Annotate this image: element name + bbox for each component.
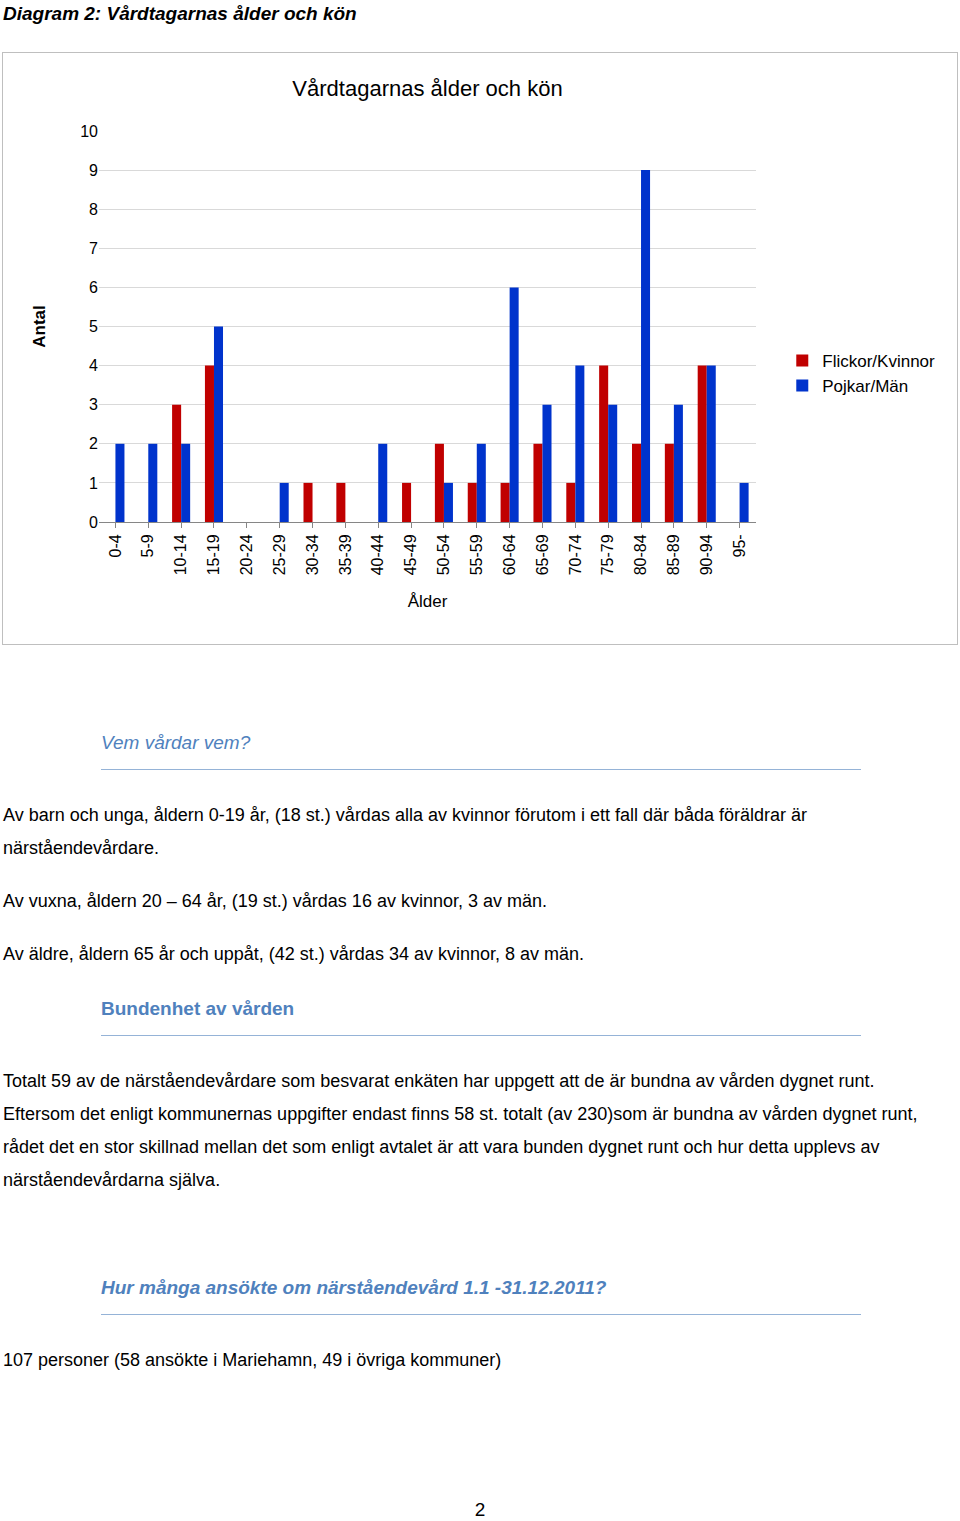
svg-text:0-4: 0-4 (107, 534, 124, 557)
svg-text:Flickor/Kvinnor: Flickor/Kvinnor (822, 352, 935, 371)
svg-text:60-64: 60-64 (501, 534, 518, 575)
svg-text:35-39: 35-39 (337, 534, 354, 575)
html-text:Diagram 2: Vårdtagarnas ålder: Diagram 2: Vårdtagarnas ålder och kön (3, 3, 357, 24)
html-text:Hur många ansökte om närståend: Hur många ansökte om närståendevård 1.1 … (101, 1277, 607, 1298)
svg-text:2: 2 (89, 435, 98, 452)
svg-text:9: 9 (89, 162, 98, 179)
svg-text:80-84: 80-84 (632, 534, 649, 575)
svg-text:10: 10 (80, 123, 98, 140)
html-text:Bundenhet av vården: Bundenhet av vården (101, 998, 295, 1019)
svg-text:45-49: 45-49 (402, 534, 419, 575)
svg-text:55-59: 55-59 (468, 534, 485, 575)
svg-text:85-89: 85-89 (665, 534, 682, 575)
svg-text:40-44: 40-44 (369, 534, 386, 575)
svg-text:25-29: 25-29 (271, 534, 288, 575)
html-text:107 personer (58 ansökte i Mar: 107 personer (58 ansökte i Mariehamn, 49… (3, 1350, 502, 1370)
svg-text:5: 5 (89, 318, 98, 335)
svg-text:50-54: 50-54 (435, 534, 452, 575)
svg-text:70-74: 70-74 (567, 534, 584, 575)
svg-text:Vårdtagarnas ålder och kön: Vårdtagarnas ålder och kön (292, 76, 562, 101)
svg-text:6: 6 (89, 279, 98, 296)
svg-text:Pojkar/Män: Pojkar/Män (822, 377, 908, 396)
svg-text:1: 1 (89, 475, 98, 492)
svg-text:65-69: 65-69 (534, 534, 551, 575)
svg-text:15-19: 15-19 (205, 534, 222, 575)
svg-text:20-24: 20-24 (238, 534, 255, 575)
html-text:2: 2 (474, 1499, 486, 1520)
svg-text:90-94: 90-94 (698, 534, 715, 575)
html-text:Av äldre, åldern 65 år och upp: Av äldre, åldern 65 år och uppåt, (42 st… (3, 944, 584, 964)
svg-text:7: 7 (89, 240, 98, 257)
svg-text:3: 3 (89, 396, 98, 413)
svg-text:4: 4 (89, 357, 98, 374)
svg-text:30-34: 30-34 (304, 534, 321, 575)
svg-text:95-: 95- (731, 534, 748, 557)
svg-text:Antal: Antal (30, 305, 49, 348)
svg-text:8: 8 (89, 201, 98, 218)
svg-text:Ålder: Ålder (408, 592, 448, 611)
html-text:Av vuxna, åldern 20 – 64 år, (: Av vuxna, åldern 20 – 64 år, (19 st.) vå… (3, 891, 547, 911)
html-text:Totalt 59 av de närståendevård: Totalt 59 av de närståendevårdare som be… (3, 1071, 918, 1190)
html-text:Vem vårdar vem?: Vem vårdar vem? (101, 732, 251, 753)
svg-text:0: 0 (89, 514, 98, 531)
svg-text:5-9: 5-9 (139, 534, 156, 557)
html-text:Av barn och unga, åldern 0-19: Av barn och unga, åldern 0-19 år, (18 st… (3, 805, 808, 858)
svg-text:75-79: 75-79 (599, 534, 616, 575)
svg-text:10-14: 10-14 (172, 534, 189, 575)
